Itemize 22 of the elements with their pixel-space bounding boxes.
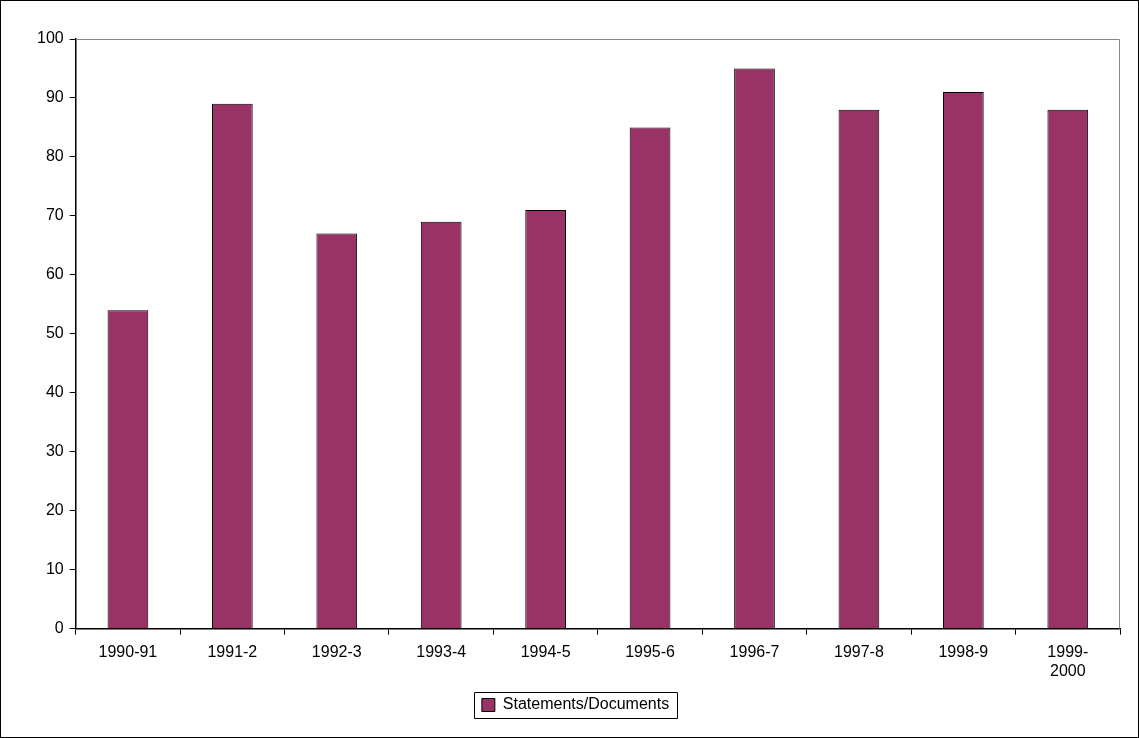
x-tick-label: 1993-4 — [416, 642, 467, 660]
y-tick-label: 40 — [45, 383, 64, 401]
y-tick-label: 80 — [45, 147, 64, 165]
y-tick-label: 20 — [45, 501, 64, 519]
x-tick-label: 1992-3 — [311, 642, 362, 660]
y-tick-label: 30 — [45, 442, 64, 460]
y-tick-label: 0 — [54, 619, 64, 637]
legend-label: Statements/Documents — [502, 695, 670, 713]
x-tick-label: 1994-5 — [520, 642, 571, 660]
y-tick-label: 60 — [45, 265, 64, 283]
x-tick-label: 1990-91 — [98, 642, 158, 660]
x-tick-label: 1991-2 — [207, 642, 258, 660]
x-tick-label: 1999-2000 — [1047, 642, 1089, 679]
y-tick-label: 50 — [45, 324, 64, 342]
x-tick-label: 1996-7 — [729, 642, 780, 660]
y-tick-label: 10 — [45, 560, 64, 578]
y-tick-label: 70 — [45, 206, 64, 224]
y-tick-label: 90 — [45, 88, 64, 106]
x-tick-label: 1997-8 — [834, 642, 884, 660]
x-tick-label: 1995-6 — [625, 642, 676, 660]
x-tick-label: 1998-9 — [938, 642, 989, 660]
y-tick-label: 100 — [36, 29, 64, 47]
